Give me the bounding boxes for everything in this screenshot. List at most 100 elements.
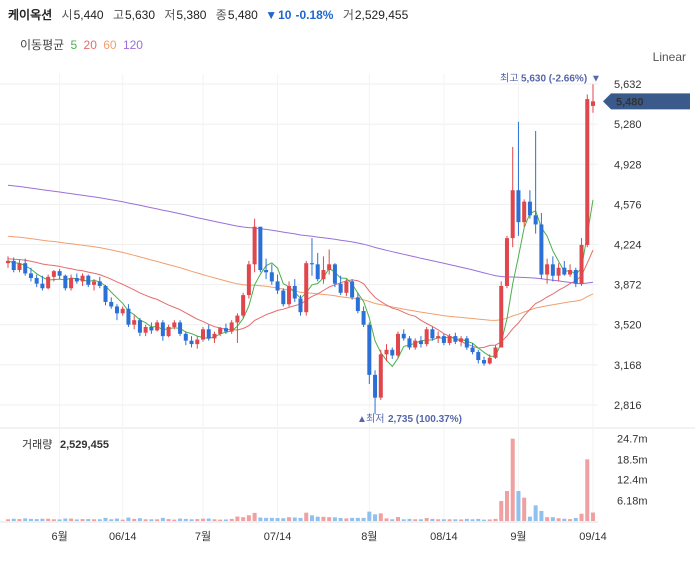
candle-body	[11, 260, 16, 271]
candle-body	[97, 281, 102, 286]
volume-bar	[522, 497, 527, 521]
ma60-legend: 60	[103, 38, 117, 52]
volume-bar	[183, 518, 188, 521]
volume-bar	[487, 519, 492, 521]
volume-bar	[453, 519, 458, 521]
time-tick-label: 8월	[361, 530, 377, 543]
volume-bar	[229, 518, 234, 521]
time-tick-label: 06/14	[109, 531, 137, 543]
candle-body	[504, 238, 509, 286]
candle-body	[143, 326, 148, 333]
volume-bar	[258, 517, 263, 521]
candle-body	[355, 297, 360, 312]
candle-body	[281, 290, 286, 305]
candle-body	[413, 340, 418, 348]
volume-bar	[69, 518, 74, 521]
volume-bar	[241, 517, 246, 521]
price-tick-label: 4,576	[614, 199, 642, 211]
volume-bar	[40, 518, 45, 521]
volume-bar	[269, 517, 274, 521]
volume-bar	[149, 519, 154, 521]
volume-bar	[504, 491, 509, 521]
volume-bar	[212, 519, 217, 521]
volume-bar	[585, 459, 590, 521]
time-tick-label: 6월	[51, 530, 67, 543]
volume-bar	[556, 518, 561, 521]
candle-body	[229, 322, 234, 332]
volume-bar	[499, 501, 504, 521]
price-tick-label: 5,632	[614, 79, 642, 91]
candle-body	[120, 308, 125, 314]
volume-bar	[120, 519, 125, 521]
volume-bar	[246, 515, 251, 521]
volume-bar	[235, 516, 240, 521]
volume-bar	[493, 518, 498, 521]
volume-bar	[80, 519, 85, 521]
candle-body	[441, 336, 446, 343]
stock-name: 케이옥션	[8, 8, 53, 22]
candle-body	[487, 357, 492, 364]
volume-bar	[97, 519, 102, 521]
volume-bar	[464, 518, 469, 521]
price-tick-label: 2,816	[614, 400, 642, 412]
candle-body	[166, 326, 171, 337]
candle-body	[109, 301, 114, 307]
candle-body	[246, 264, 251, 296]
candle-body	[103, 285, 108, 302]
candle-body	[298, 298, 303, 313]
volume-bar	[166, 519, 171, 521]
candle-body	[493, 347, 498, 358]
volume-tick-label: 12.4m	[617, 475, 648, 487]
price-tick-label: 4,224	[614, 239, 642, 251]
volume-bar	[338, 518, 343, 521]
candle-body	[235, 315, 240, 323]
candle-body	[447, 336, 452, 343]
moving-average-legend[interactable]: 이동평균 5 20 60 120	[20, 36, 146, 53]
time-tick-label: 08/14	[430, 531, 458, 543]
volume-bar	[373, 514, 378, 521]
volume-title-value: 2,529,455	[60, 439, 109, 451]
volume-bar	[200, 518, 206, 521]
candle-body	[579, 244, 584, 284]
volume-bar	[424, 518, 429, 521]
candle-body	[304, 263, 309, 313]
high-annotation-value: 5,630 (-2.66%)	[521, 73, 587, 84]
volume-bar	[195, 519, 200, 521]
candle-body	[344, 281, 349, 293]
volume-bar	[545, 517, 550, 521]
volume-bar	[568, 519, 573, 521]
scale-toggle[interactable]: Linear	[652, 50, 686, 64]
volume-bar	[86, 519, 91, 521]
ma60-line	[7, 235, 594, 321]
candle-body	[137, 320, 142, 333]
volume-bar	[470, 519, 475, 521]
candle-body	[269, 272, 274, 282]
volume-bar	[51, 519, 56, 521]
candle-body	[74, 277, 79, 282]
candle-body	[200, 329, 206, 340]
volume-bar	[533, 505, 538, 521]
candle-body	[92, 281, 97, 285]
volume-bar	[92, 519, 97, 521]
candle-body	[533, 215, 538, 225]
ma-legend-label: 이동평균	[20, 38, 65, 52]
volume-tick-label: 24.7m	[617, 434, 648, 446]
volume-bar	[447, 519, 452, 521]
candle-body	[223, 328, 228, 332]
candle-body	[23, 263, 28, 274]
candle-body	[464, 338, 469, 348]
volume-bar	[223, 519, 228, 521]
volume-bar	[355, 517, 360, 521]
candle-body	[132, 320, 137, 325]
price-header: 케이옥션 시5,440 고5,630 저5,380 종5,480 ▼10 -0.1…	[8, 6, 408, 23]
price-tick-label: 5,280	[614, 119, 642, 131]
candle-body	[550, 264, 555, 276]
low-label: 저	[164, 8, 176, 22]
low-annotation-value: 2,735 (100.37%)	[388, 414, 462, 425]
volume-bar	[418, 519, 423, 521]
candle-body	[361, 311, 366, 325]
ma120-legend: 120	[122, 38, 143, 52]
volume-bar	[327, 517, 332, 521]
candle-body	[367, 324, 372, 375]
